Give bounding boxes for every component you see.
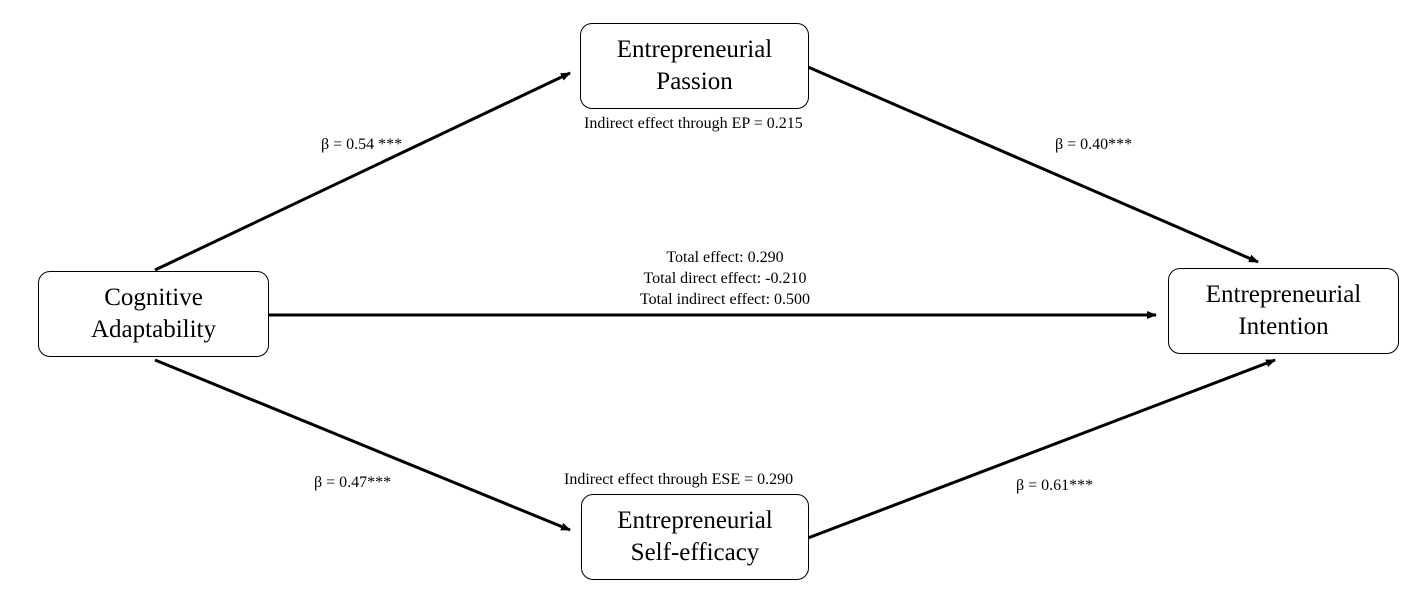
- path-label-ca-to-ep: β = 0.54 ***: [321, 136, 403, 153]
- node-label-line2: Intention: [1238, 313, 1329, 340]
- total-direct-effect: Total direct effect: -0.210: [643, 270, 807, 287]
- arrow-ca-to-ep: [154, 71, 571, 272]
- node-entrepreneurial-self-efficacy: Entrepreneurial Self-efficacy: [581, 494, 809, 580]
- node-label-line2: Passion: [656, 68, 733, 95]
- node-cognitive-adaptability: Cognitive Adaptability: [38, 271, 269, 357]
- node-label-line2: Adaptability: [91, 316, 216, 343]
- node-entrepreneurial-intention: Entrepreneurial Intention: [1168, 268, 1399, 354]
- effects-summary: Total effect: 0.290 Total direct effect:…: [610, 247, 840, 310]
- path-label-ca-to-ese: β = 0.47***: [314, 474, 392, 491]
- node-label-line1: Entrepreneurial: [1205, 281, 1362, 308]
- path-label-ese-to-ei: β = 0.61***: [1016, 477, 1094, 494]
- node-label-line1: Cognitive: [104, 284, 203, 311]
- indirect-effect-ep: Indirect effect through EP = 0.215: [584, 115, 803, 132]
- arrow-ca-to-ese: [154, 358, 571, 532]
- total-effect: Total effect: 0.290: [666, 249, 784, 266]
- node-label-line1: Entrepreneurial: [617, 507, 773, 534]
- total-indirect-effect: Total indirect effect: 0.500: [639, 291, 811, 308]
- node-entrepreneurial-passion: Entrepreneurial Passion: [580, 23, 809, 109]
- node-label-line2: Self-efficacy: [630, 539, 760, 566]
- node-label-line1: Entrepreneurial: [616, 36, 773, 63]
- path-label-ep-to-ei: β = 0.40***: [1055, 136, 1133, 153]
- arrow-ep-to-ei: [807, 65, 1259, 264]
- arrow-ese-to-ei: [807, 358, 1276, 540]
- indirect-effect-ese: Indirect effect through ESE = 0.290: [564, 471, 794, 488]
